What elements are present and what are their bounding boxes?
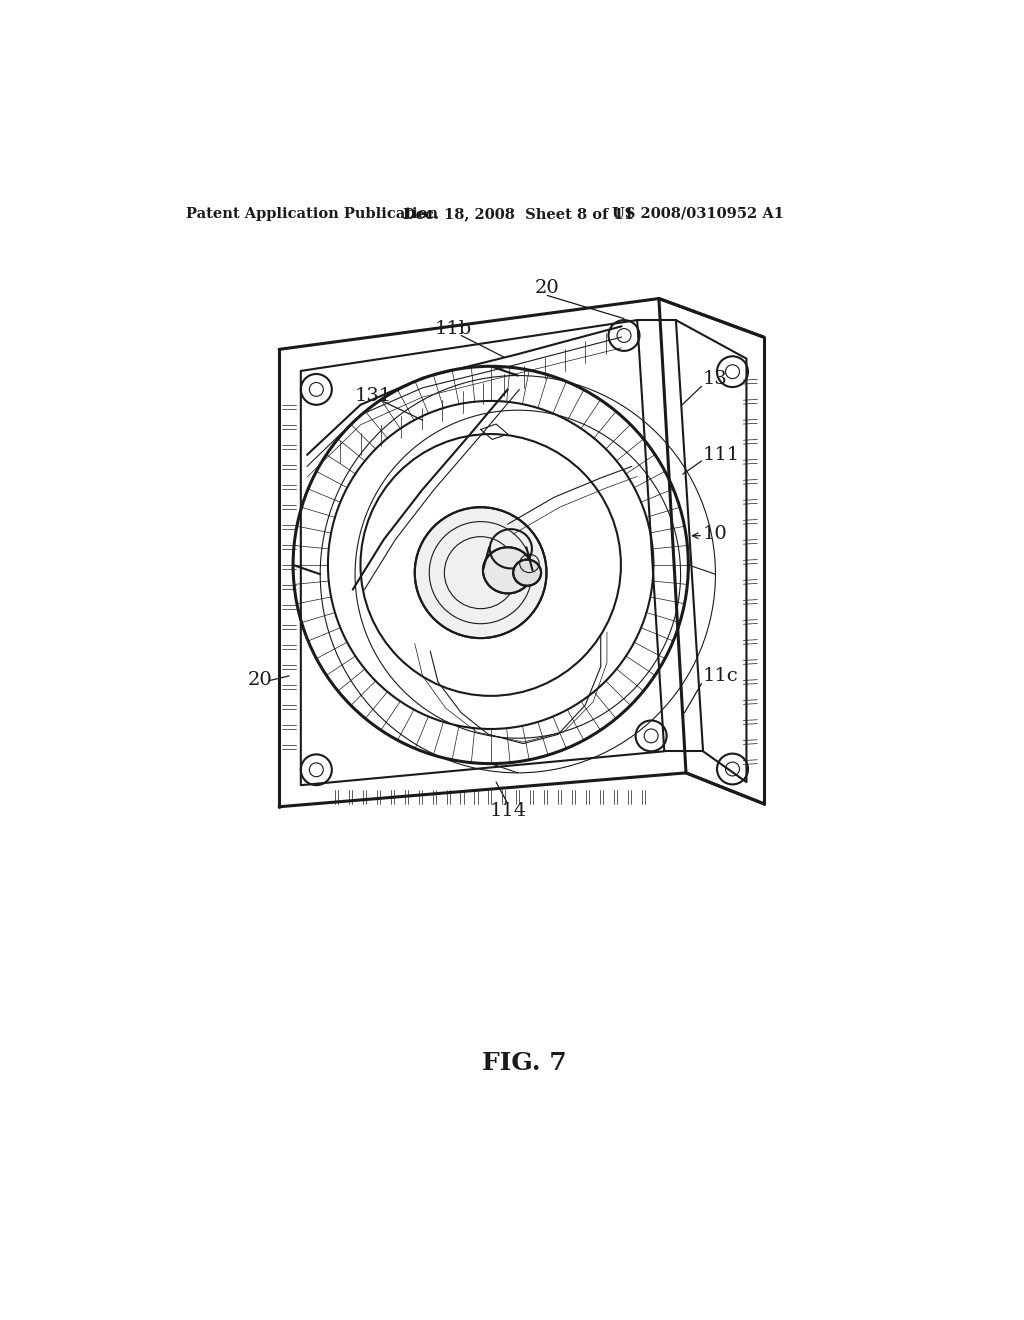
Text: US 2008/0310952 A1: US 2008/0310952 A1 xyxy=(612,207,784,220)
Text: 13: 13 xyxy=(703,370,728,388)
Text: 111: 111 xyxy=(703,446,740,463)
Text: 20: 20 xyxy=(248,672,272,689)
Text: 10: 10 xyxy=(703,525,728,543)
Ellipse shape xyxy=(513,560,541,586)
Text: 131: 131 xyxy=(354,387,391,404)
Text: 20: 20 xyxy=(535,279,560,297)
Ellipse shape xyxy=(415,507,547,638)
Text: 11b: 11b xyxy=(435,321,472,338)
Text: Patent Application Publication: Patent Application Publication xyxy=(186,207,438,220)
Ellipse shape xyxy=(483,548,532,594)
Text: 114: 114 xyxy=(489,803,526,820)
Text: FIG. 7: FIG. 7 xyxy=(482,1051,567,1076)
Text: 11c: 11c xyxy=(703,667,738,685)
Text: Dec. 18, 2008  Sheet 8 of 11: Dec. 18, 2008 Sheet 8 of 11 xyxy=(403,207,634,220)
